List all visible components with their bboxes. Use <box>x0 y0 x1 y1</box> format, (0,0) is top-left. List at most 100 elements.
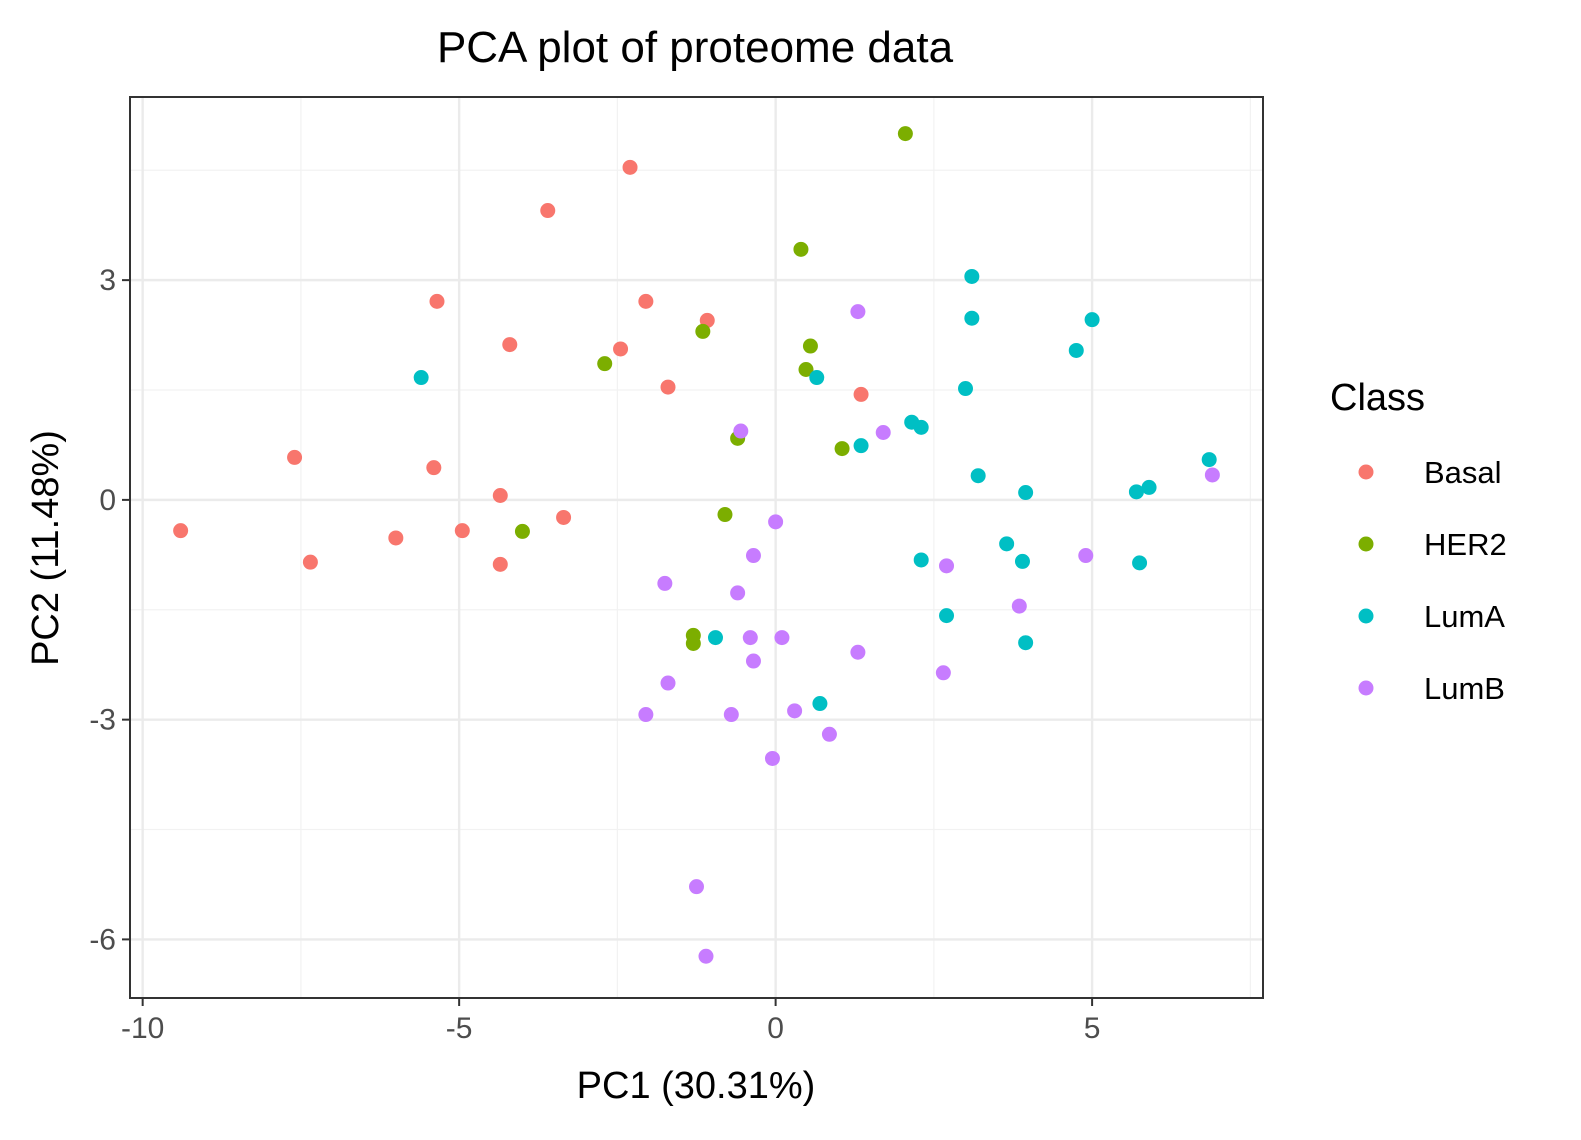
data-point-her2 <box>834 441 850 457</box>
data-point-lumb <box>1078 548 1094 564</box>
data-point-luma <box>913 419 929 435</box>
legend-item-her2: HER2 <box>1358 527 1507 562</box>
data-point-basal <box>613 341 629 357</box>
data-point-luma <box>1201 452 1217 468</box>
series-luma <box>413 268 1217 712</box>
legend-label-basal: Basal <box>1424 455 1502 490</box>
series-her2 <box>514 126 913 651</box>
data-point-basal <box>540 203 556 219</box>
data-point-basal <box>173 523 189 539</box>
data-point-lumb <box>742 630 758 646</box>
data-point-luma <box>1014 553 1030 569</box>
y-axis-title: PC2 (11.48%) <box>25 430 67 666</box>
data-point-basal <box>853 386 869 402</box>
data-point-luma <box>1018 635 1034 651</box>
legend-label-her2: HER2 <box>1424 527 1507 562</box>
data-point-basal <box>502 337 518 353</box>
series-basal <box>173 159 869 572</box>
data-point-her2 <box>793 241 809 257</box>
legend-item-basal: Basal <box>1358 455 1502 490</box>
data-point-basal <box>492 556 508 572</box>
data-point-lumb <box>638 707 654 723</box>
legend-key-lumb <box>1358 680 1374 696</box>
legend: Class Basal HER2 LumA LumB <box>1330 377 1507 706</box>
data-point-basal <box>426 460 442 476</box>
data-point-basal <box>302 554 318 570</box>
data-point-lumb <box>939 558 955 574</box>
data-point-luma <box>809 370 825 386</box>
x-tick-label: -5 <box>446 1012 473 1045</box>
data-point-basal <box>492 487 508 503</box>
series-lumb <box>638 304 1220 964</box>
data-point-lumb <box>850 644 866 660</box>
x-axis-title: PC1 (30.31%) <box>577 1065 816 1107</box>
x-tick-label: 5 <box>1084 1012 1101 1045</box>
legend-title: Class <box>1330 377 1425 419</box>
chart-title: PCA plot of proteome data <box>437 23 954 72</box>
data-point-her2 <box>717 507 733 523</box>
data-point-her2 <box>802 338 818 354</box>
data-point-lumb <box>764 750 780 766</box>
data-point-lumb <box>935 665 951 681</box>
data-point-luma <box>970 468 986 484</box>
data-point-her2 <box>514 523 530 539</box>
data-point-her2 <box>897 126 913 142</box>
data-point-luma <box>1128 484 1144 500</box>
x-tick-label: 0 <box>767 1012 784 1045</box>
data-point-lumb <box>733 423 749 439</box>
data-point-her2 <box>685 635 701 651</box>
data-point-lumb <box>745 653 761 669</box>
data-point-lumb <box>1011 598 1027 614</box>
data-point-basal <box>388 530 404 546</box>
data-point-lumb <box>1204 467 1220 483</box>
data-point-luma <box>812 696 828 712</box>
data-point-luma <box>958 381 974 397</box>
y-tick-label: -6 <box>89 923 116 956</box>
legend-key-her2 <box>1358 536 1374 552</box>
legend-key-basal <box>1358 464 1374 480</box>
y-tick-label: 3 <box>99 264 116 297</box>
data-point-basal <box>622 159 638 175</box>
data-point-lumb <box>875 424 891 440</box>
data-point-basal <box>556 509 572 525</box>
data-point-lumb <box>745 548 761 564</box>
data-point-luma <box>1132 555 1148 571</box>
data-point-luma <box>999 536 1015 552</box>
data-point-luma <box>1068 342 1084 358</box>
data-point-luma <box>939 608 955 624</box>
data-point-her2 <box>695 323 711 339</box>
data-point-her2 <box>798 361 814 377</box>
data-point-luma <box>964 310 980 326</box>
x-axis-ticks: -10 -5 0 5 <box>121 998 1100 1045</box>
data-point-luma <box>707 630 723 646</box>
data-point-her2 <box>597 356 613 372</box>
data-point-luma <box>964 268 980 284</box>
y-axis-ticks: -6 -3 0 3 <box>89 264 130 956</box>
y-tick-label: -3 <box>89 704 116 737</box>
data-point-basal <box>429 293 445 309</box>
data-point-luma <box>853 438 869 454</box>
legend-key-luma <box>1358 608 1374 624</box>
data-point-luma <box>1141 479 1157 495</box>
data-point-basal <box>287 449 303 465</box>
data-point-lumb <box>850 304 866 320</box>
x-tick-label: -10 <box>121 1012 164 1045</box>
data-point-luma <box>1018 485 1034 501</box>
data-point-basal <box>638 293 654 309</box>
data-point-basal <box>454 523 470 539</box>
data-point-lumb <box>723 707 739 723</box>
data-point-lumb <box>698 948 714 964</box>
grid-lines <box>130 97 1263 998</box>
data-point-luma <box>413 370 429 386</box>
data-point-basal <box>660 379 676 395</box>
data-point-lumb <box>774 630 790 646</box>
legend-label-luma: LumA <box>1424 599 1505 634</box>
legend-item-luma: LumA <box>1358 599 1505 634</box>
legend-item-lumb: LumB <box>1358 671 1505 706</box>
plot-panel-border <box>129 96 1264 999</box>
data-point-lumb <box>689 879 704 895</box>
legend-label-lumb: LumB <box>1424 671 1505 706</box>
